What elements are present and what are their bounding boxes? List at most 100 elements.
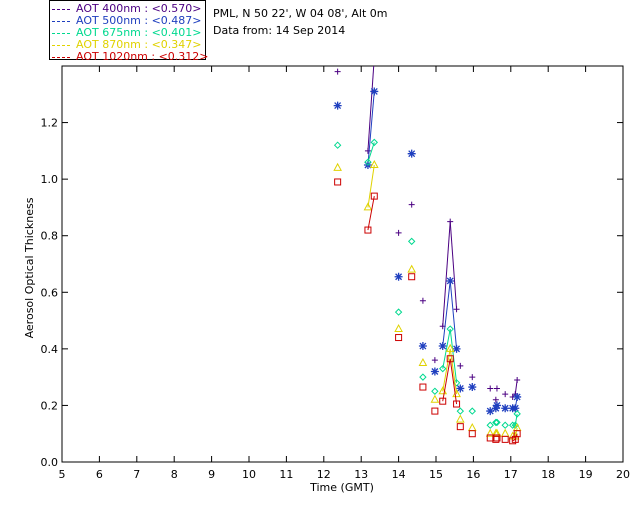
data-point (439, 397, 447, 405)
data-point (447, 218, 454, 225)
series-square (334, 178, 521, 445)
y-tick-label: 0.0 (41, 456, 59, 469)
data-point (453, 306, 460, 313)
series-triangle (333, 159, 522, 440)
legend-swatch (52, 56, 70, 58)
series-line (367, 66, 375, 151)
legend-label: AOT 500nm : <0.487> (76, 14, 202, 27)
series-diamond (333, 138, 521, 429)
data-point (333, 162, 342, 171)
data-point (418, 357, 428, 366)
y-tick-label: 0.6 (41, 286, 59, 299)
data-point (364, 147, 371, 154)
data-point (364, 226, 372, 234)
axis-ticks: 5 6 7 8 9 10 11 12 13 14 15 16 17 18 19 20 0.0 0.2 0.4 0.6 0… (41, 66, 630, 481)
plot-frame (61, 65, 624, 463)
data-point (502, 391, 509, 398)
data-point (493, 418, 501, 427)
data-point (467, 423, 477, 432)
x-tick-label: 17 (504, 468, 518, 481)
legend-swatch (52, 44, 70, 46)
series-line (449, 358, 458, 405)
legend-item-500nm: AOT 500nm : <0.487> (52, 15, 202, 27)
data-point (513, 392, 522, 401)
data-point (419, 383, 427, 391)
data-point (486, 421, 494, 429)
data-point (364, 158, 372, 166)
data-point (508, 421, 517, 429)
legend-label: AOT 1020nm : <0.312> (76, 50, 209, 63)
x-tick-label: 11 (279, 468, 293, 481)
x-tick-label: 9 (208, 468, 215, 481)
data-point (457, 362, 464, 369)
legend-label: AOT 870nm : <0.347> (76, 38, 202, 51)
data-point (501, 421, 509, 429)
data-point (468, 383, 477, 392)
series-line (449, 221, 458, 310)
data-point (334, 68, 341, 75)
x-tick-label: 15 (429, 468, 443, 481)
data-point (363, 202, 373, 211)
y-tick-label: 1.2 (41, 117, 59, 130)
data-point (493, 385, 500, 392)
data-point (407, 264, 417, 273)
data-point (492, 418, 500, 427)
legend-swatch (52, 8, 70, 10)
x-tick-label: 19 (579, 468, 593, 481)
legend-item-870nm: AOT 870nm : <0.347> (52, 39, 202, 51)
series-line (367, 91, 375, 166)
x-tick-label: 7 (133, 468, 140, 481)
data-point (395, 334, 403, 342)
data-point (501, 404, 510, 413)
x-tick-label: 20 (616, 468, 630, 481)
x-tick-label: 6 (96, 468, 103, 481)
data-point (500, 428, 510, 437)
series-line (442, 328, 451, 369)
data-point (513, 410, 521, 418)
data-point (456, 423, 464, 431)
data-point (446, 325, 454, 333)
data-point (486, 407, 495, 416)
data-point (491, 404, 500, 413)
series-line (367, 164, 375, 208)
data-point (370, 138, 378, 147)
data-point (487, 385, 494, 392)
x-tick-label: 14 (392, 468, 406, 481)
data-point (407, 149, 416, 158)
data-point (408, 273, 416, 281)
series-line (449, 348, 458, 395)
data-point (456, 384, 465, 393)
series-plus (334, 66, 521, 403)
data-point (485, 428, 495, 437)
data-point (334, 178, 342, 186)
data-point (369, 159, 379, 168)
y-tick-label: 0.8 (41, 230, 59, 243)
data-point (394, 324, 403, 333)
series-line (367, 142, 375, 163)
x-tick-label: 13 (354, 468, 368, 481)
series-line (367, 196, 375, 231)
data-point (446, 355, 454, 363)
data-point (493, 434, 501, 442)
data-point (394, 272, 403, 281)
data-point (514, 376, 521, 383)
legend-label: AOT 675nm : <0.401> (76, 26, 202, 39)
data-point (456, 407, 465, 415)
data-point (333, 101, 342, 110)
data-date: Data from: 14 Sep 2014 (213, 24, 346, 37)
data-point (333, 141, 342, 149)
data-point (492, 401, 501, 410)
data-point (395, 229, 402, 236)
data-point (419, 373, 427, 381)
series-line (442, 221, 451, 327)
data-point (370, 87, 379, 96)
series-line (442, 358, 451, 402)
data-point (468, 407, 476, 415)
legend-item-675nm: AOT 675nm : <0.401> (52, 27, 202, 39)
y-axis-label: Aerosol Optical Thickness (23, 197, 36, 338)
data-point (407, 237, 416, 246)
legend-item-400nm: AOT 400nm : <0.570> (52, 3, 202, 15)
data-point (511, 404, 520, 413)
x-tick-label: 5 (59, 468, 66, 481)
